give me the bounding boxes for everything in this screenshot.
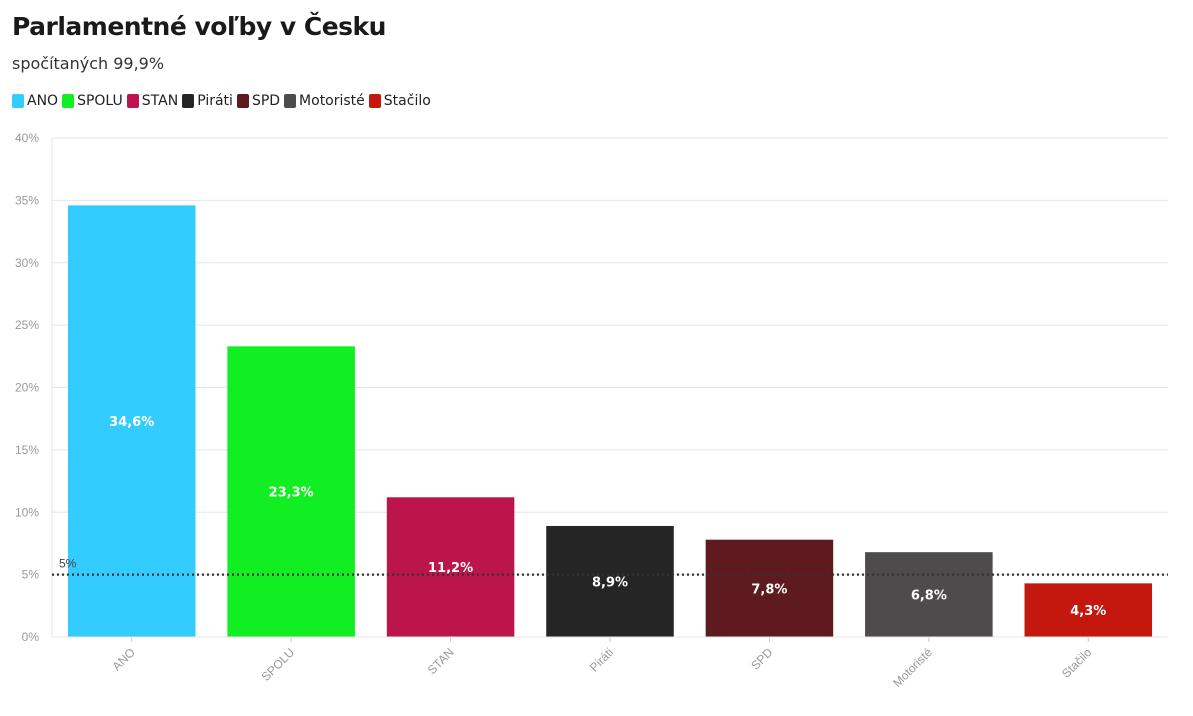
y-tick-label: 0% <box>22 630 40 644</box>
y-tick-label: 10% <box>15 505 39 519</box>
legend-item: SPOLU <box>62 93 123 109</box>
legend-swatch <box>126 94 139 108</box>
bar-value-label: 8,9% <box>592 575 628 590</box>
legend-swatch <box>12 94 24 108</box>
y-tick-label: 25% <box>15 318 39 332</box>
bar-value-label: 4,3% <box>1070 604 1106 619</box>
x-tick-label: STAN <box>425 645 457 677</box>
legend-swatch <box>236 94 249 108</box>
bar-value-label: 23,3% <box>269 486 314 501</box>
legend-label: Piráti <box>197 93 233 109</box>
y-tick-label: 20% <box>15 381 39 395</box>
bar-value-label: 6,8% <box>911 589 947 604</box>
legend-item: STAN <box>126 93 179 109</box>
bar-value-label: 11,2% <box>428 561 473 576</box>
y-tick-label: 5% <box>22 568 40 582</box>
bar-value-label: 34,6% <box>109 415 154 430</box>
y-tick-label: 30% <box>15 256 39 270</box>
legend-label: ANO <box>27 93 59 109</box>
legend-swatch <box>284 94 297 108</box>
legend-label: SPOLU <box>77 93 123 109</box>
threshold-label: 5% <box>59 557 77 571</box>
bar <box>227 346 355 637</box>
y-tick-label: 35% <box>15 193 39 207</box>
legend-label: SPD <box>251 93 281 109</box>
bar <box>705 539 834 637</box>
bar <box>386 497 515 637</box>
bar <box>865 552 993 637</box>
bar <box>546 525 674 637</box>
chart-subtitle: spočítaných 99,9% <box>12 54 165 73</box>
legend-item: Stačilo <box>368 93 431 109</box>
x-tick-label: SPD <box>748 645 776 673</box>
x-tick-label: Piráti <box>587 645 616 674</box>
legend-swatch <box>182 94 195 108</box>
bar-value-label: 7,8% <box>751 582 787 597</box>
legend-item: SPD <box>236 93 281 109</box>
legend-swatch <box>62 94 75 108</box>
x-tick-label: Motoristé <box>890 645 935 690</box>
legend-label: Motoristé <box>299 93 365 109</box>
chart-title: Parlamentné voľby v Česku <box>12 12 386 41</box>
x-tick-label: ANO <box>110 645 138 673</box>
bar <box>67 205 196 638</box>
chart-legend: ANO SPOLU STAN Piráti SPD Motoristé Stačilo <box>12 93 435 109</box>
legend-item: Motoristé <box>284 93 365 109</box>
legend-swatch <box>368 94 381 108</box>
bar <box>1024 583 1153 637</box>
legend-item: ANO <box>12 93 58 109</box>
x-tick-label: Stačilo <box>1059 645 1095 681</box>
legend-label: Stačilo <box>383 93 431 109</box>
y-tick-label: 15% <box>15 443 39 457</box>
legend-item: Piráti <box>182 93 233 109</box>
y-tick-label: 40% <box>15 131 39 145</box>
legend-label: STAN <box>141 93 179 109</box>
x-tick-label: SPOLU <box>259 645 298 684</box>
